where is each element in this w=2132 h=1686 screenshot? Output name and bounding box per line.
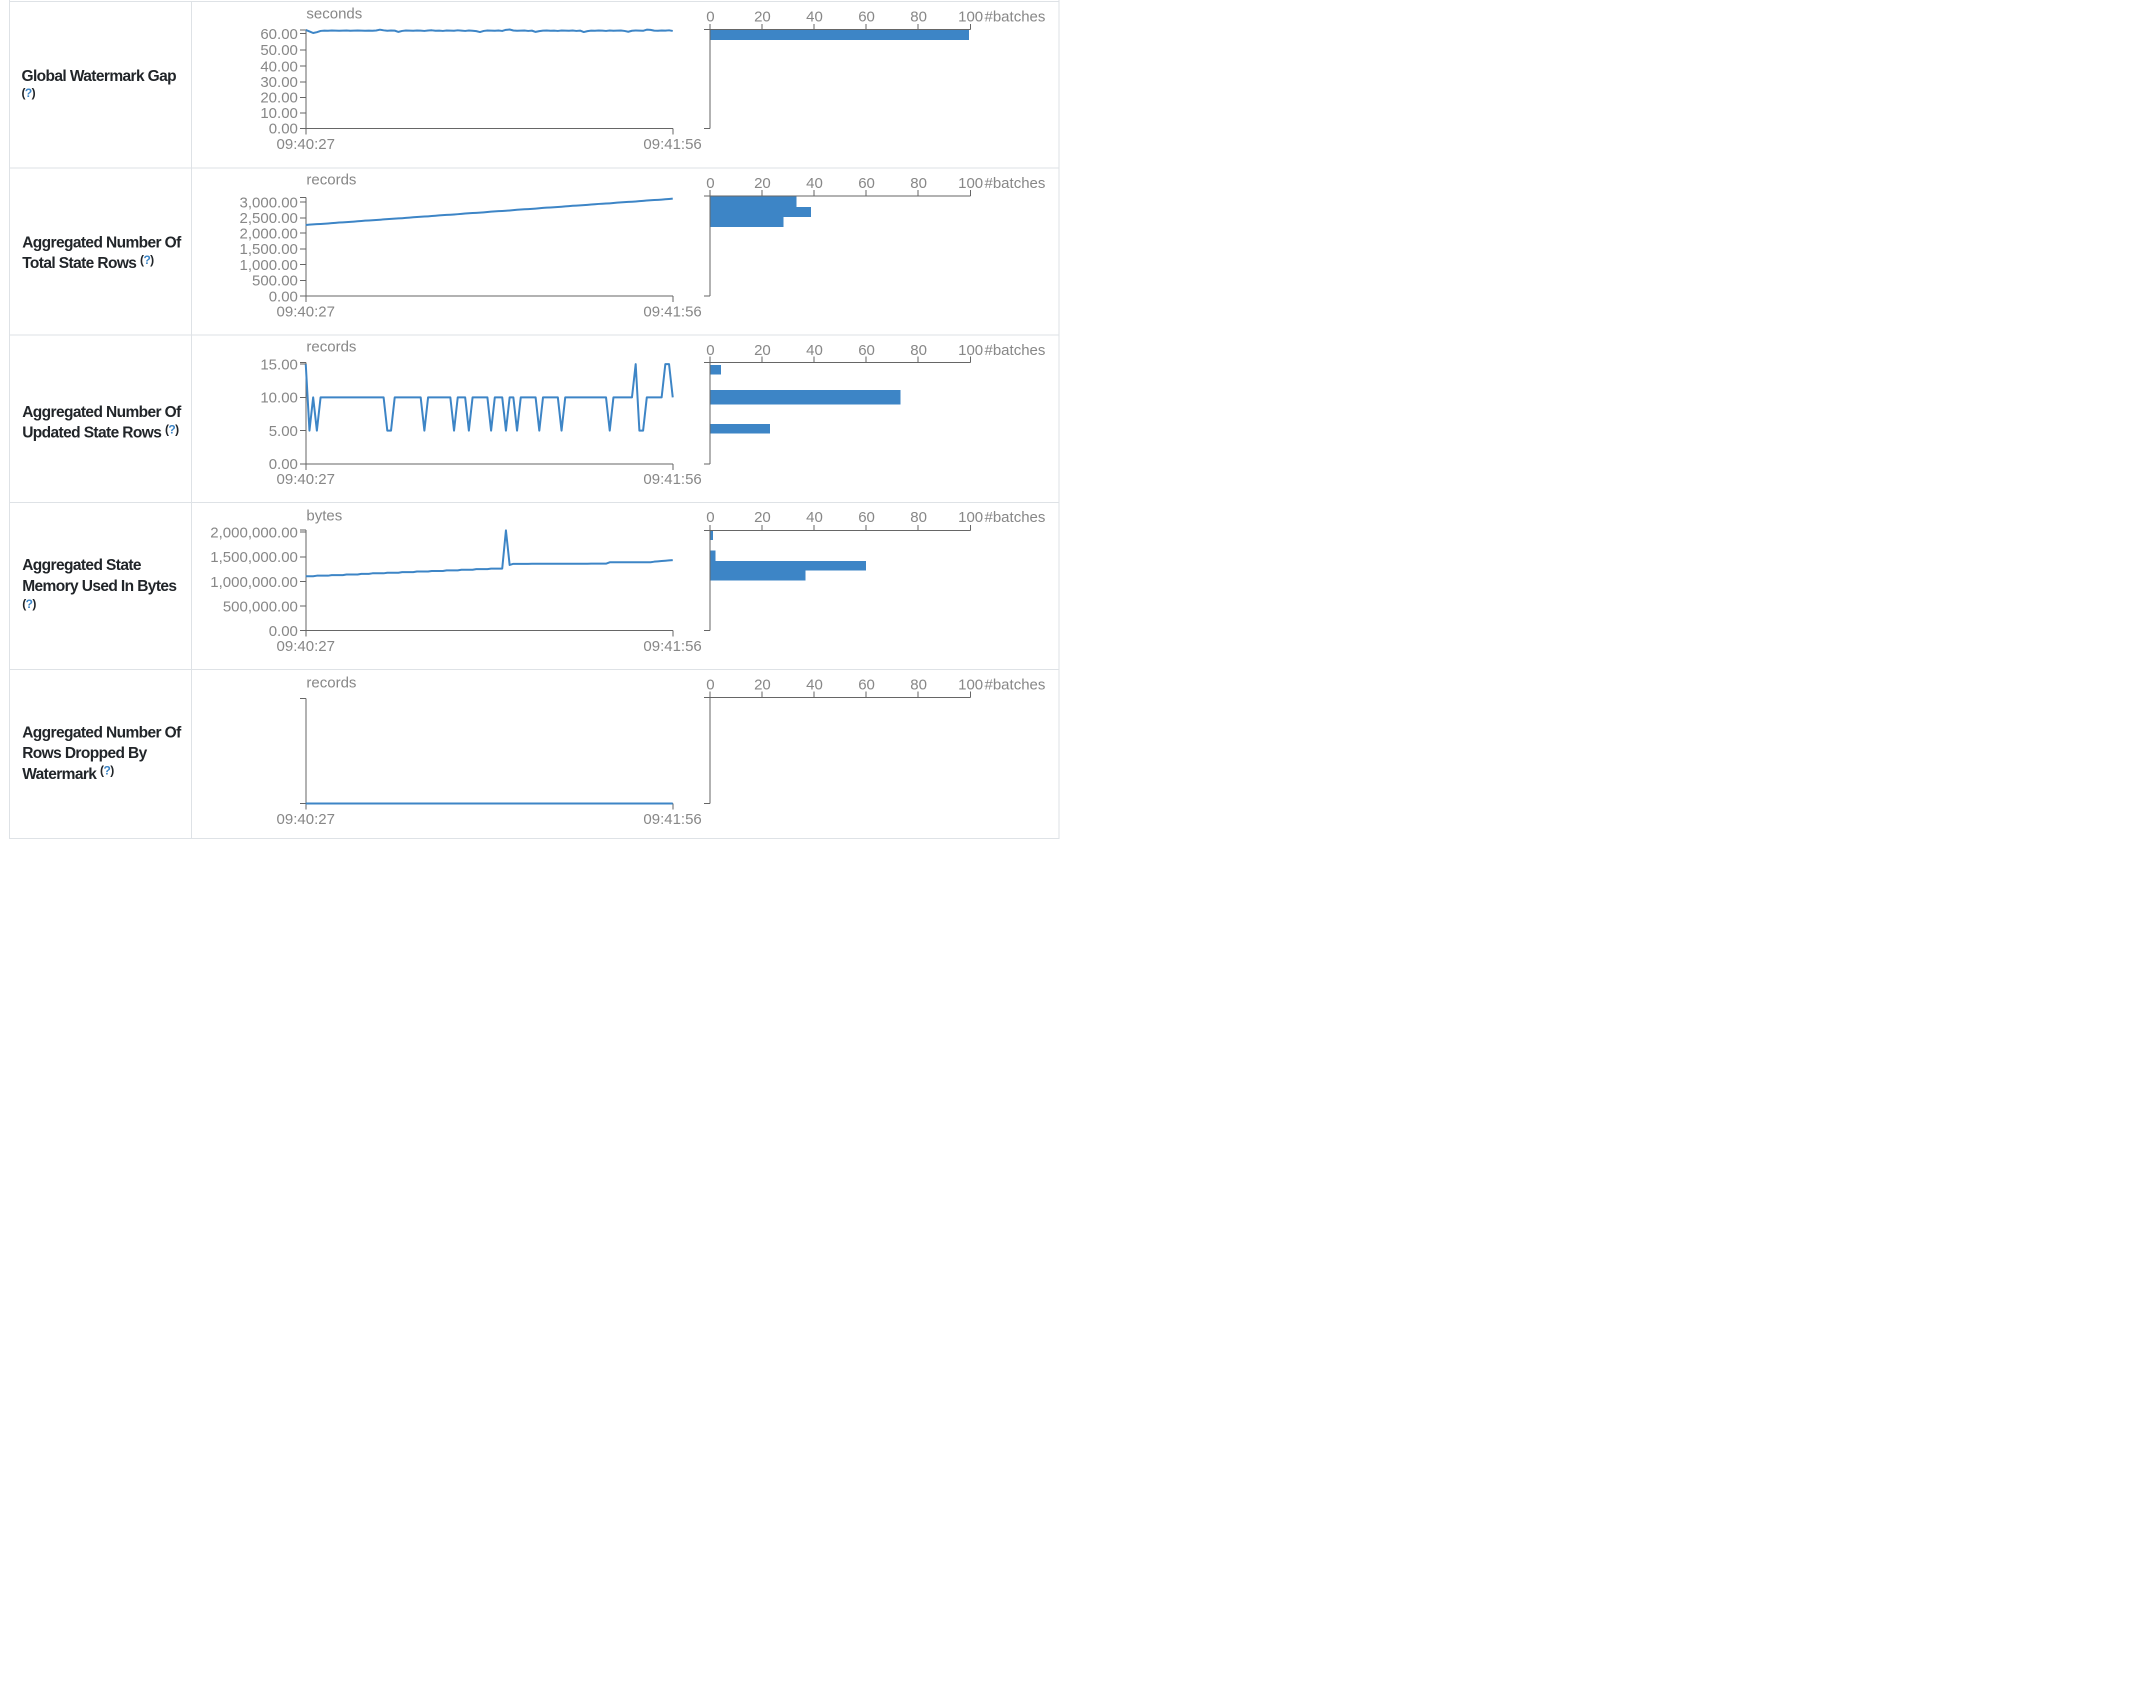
- svg-text:Rows Dropped By: Rows Dropped By: [22, 745, 147, 762]
- svg-text:20: 20: [754, 342, 771, 359]
- svg-text:(?): (?): [22, 597, 36, 611]
- svg-text:3,000.00: 3,000.00: [240, 194, 298, 211]
- svg-text:40: 40: [806, 175, 823, 192]
- svg-text:#batches: #batches: [985, 509, 1046, 526]
- svg-text:Aggregated Number Of: Aggregated Number Of: [22, 724, 182, 741]
- svg-text:2,000,000.00: 2,000,000.00: [210, 524, 298, 541]
- svg-text:60: 60: [858, 8, 875, 25]
- svg-text:records: records: [306, 171, 356, 188]
- svg-text:09:40:27: 09:40:27: [277, 303, 335, 320]
- svg-text:0.00: 0.00: [269, 623, 298, 640]
- svg-text:records: records: [306, 675, 356, 692]
- svg-text:40.00: 40.00: [260, 58, 298, 75]
- svg-text:40: 40: [806, 342, 823, 359]
- svg-text:0: 0: [706, 342, 714, 359]
- svg-text:09:40:27: 09:40:27: [277, 136, 335, 153]
- svg-text:20: 20: [754, 8, 771, 25]
- svg-text:20.00: 20.00: [260, 90, 298, 107]
- svg-text:0: 0: [706, 8, 714, 25]
- svg-text:40: 40: [806, 676, 823, 693]
- svg-text:Total State Rows (?): Total State Rows (?): [22, 253, 154, 272]
- svg-text:500,000.00: 500,000.00: [223, 598, 298, 615]
- svg-text:80: 80: [910, 8, 927, 25]
- svg-text:#batches: #batches: [985, 8, 1046, 25]
- svg-text:1,000,000.00: 1,000,000.00: [210, 574, 298, 591]
- svg-text:Aggregated Number Of: Aggregated Number Of: [22, 404, 182, 421]
- svg-text:09:41:56: 09:41:56: [643, 303, 701, 320]
- svg-text:60: 60: [858, 342, 875, 359]
- svg-text:60: 60: [858, 509, 875, 526]
- svg-text:0.00: 0.00: [269, 456, 298, 473]
- svg-text:0.00: 0.00: [269, 121, 298, 138]
- svg-text:seconds: seconds: [306, 5, 362, 22]
- svg-text:60: 60: [858, 676, 875, 693]
- svg-text:20: 20: [754, 175, 771, 192]
- svg-text:0: 0: [706, 175, 714, 192]
- svg-text:09:41:56: 09:41:56: [643, 638, 701, 655]
- svg-text:09:40:27: 09:40:27: [277, 638, 335, 655]
- svg-text:records: records: [306, 339, 356, 356]
- svg-text:2,000.00: 2,000.00: [240, 226, 298, 243]
- svg-text:50.00: 50.00: [260, 42, 298, 59]
- svg-text:Aggregated State: Aggregated State: [22, 557, 142, 574]
- svg-text:100: 100: [958, 342, 983, 359]
- svg-text:09:41:56: 09:41:56: [643, 811, 701, 828]
- svg-text:100: 100: [958, 175, 983, 192]
- svg-text:80: 80: [910, 342, 927, 359]
- svg-text:100: 100: [958, 8, 983, 25]
- svg-text:Updated State Rows (?): Updated State Rows (?): [22, 422, 179, 441]
- svg-text:09:40:27: 09:40:27: [277, 471, 335, 488]
- svg-text:2,500.00: 2,500.00: [240, 210, 298, 227]
- svg-text:100: 100: [958, 676, 983, 693]
- svg-text:Aggregated Number Of: Aggregated Number Of: [22, 234, 182, 251]
- svg-text:60: 60: [858, 175, 875, 192]
- svg-text:60.00: 60.00: [260, 26, 298, 43]
- svg-text:09:40:27: 09:40:27: [277, 811, 335, 828]
- svg-text:Global Watermark Gap: Global Watermark Gap: [22, 68, 177, 85]
- svg-text:0: 0: [706, 676, 714, 693]
- svg-text:80: 80: [910, 175, 927, 192]
- svg-text:20: 20: [754, 676, 771, 693]
- svg-text:0.00: 0.00: [269, 288, 298, 305]
- svg-text:15.00: 15.00: [260, 357, 298, 374]
- svg-text:#batches: #batches: [985, 676, 1046, 693]
- svg-text:Watermark (?): Watermark (?): [22, 764, 114, 783]
- svg-text:40: 40: [806, 509, 823, 526]
- svg-text:Memory Used In Bytes: Memory Used In Bytes: [22, 578, 176, 595]
- svg-text:10.00: 10.00: [260, 105, 298, 122]
- svg-text:#batches: #batches: [985, 175, 1046, 192]
- svg-text:10.00: 10.00: [260, 390, 298, 407]
- svg-text:bytes: bytes: [306, 508, 342, 525]
- svg-text:40: 40: [806, 8, 823, 25]
- svg-text:09:41:56: 09:41:56: [643, 136, 701, 153]
- svg-text:5.00: 5.00: [269, 423, 298, 440]
- svg-text:(?): (?): [22, 86, 36, 100]
- svg-text:80: 80: [910, 509, 927, 526]
- svg-text:500.00: 500.00: [252, 273, 298, 290]
- svg-text:1,500.00: 1,500.00: [240, 241, 298, 258]
- svg-text:1,500,000.00: 1,500,000.00: [210, 549, 298, 566]
- svg-text:80: 80: [910, 676, 927, 693]
- svg-text:30.00: 30.00: [260, 74, 298, 91]
- svg-text:1,000.00: 1,000.00: [240, 257, 298, 274]
- svg-text:100: 100: [958, 509, 983, 526]
- svg-text:0: 0: [706, 509, 714, 526]
- svg-text:20: 20: [754, 509, 771, 526]
- svg-text:#batches: #batches: [985, 342, 1046, 359]
- svg-text:09:41:56: 09:41:56: [643, 471, 701, 488]
